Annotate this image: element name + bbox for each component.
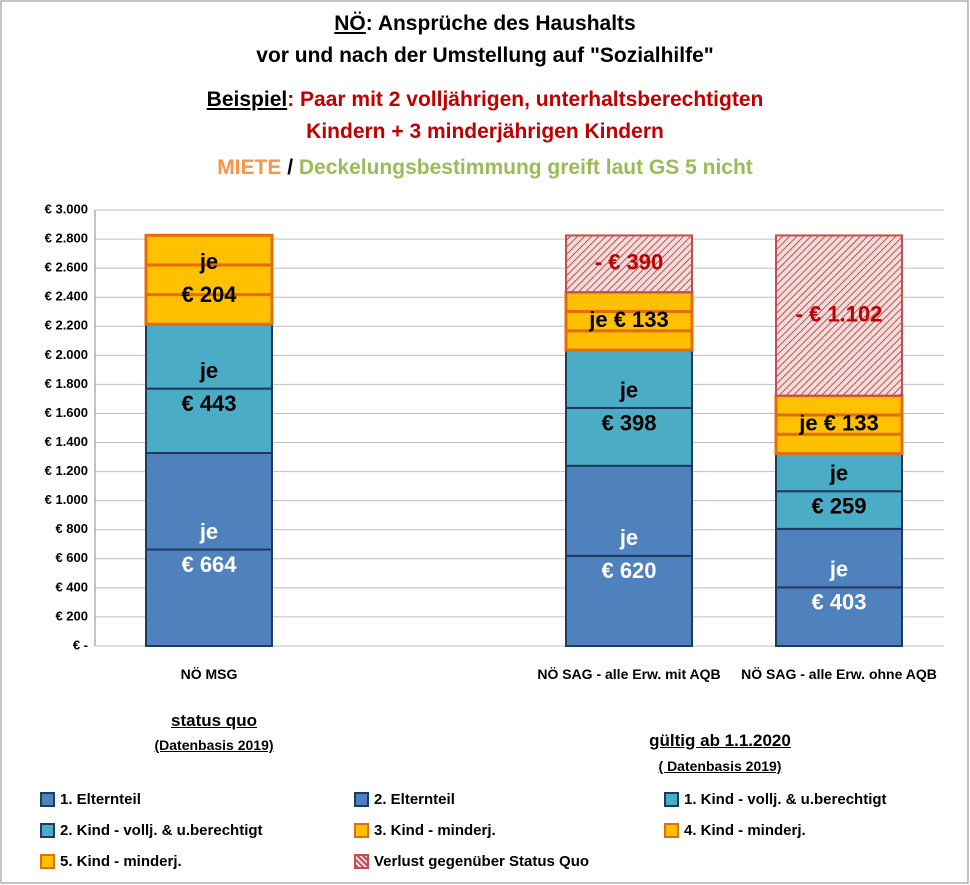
legend-swatch	[40, 823, 55, 838]
title-part: vor und nach der Umstellung auf "Sozialh…	[256, 44, 714, 67]
title-part: NÖ	[334, 12, 366, 35]
data-label: € 398	[601, 410, 656, 435]
data-label: € 403	[811, 590, 866, 615]
legend-swatch	[354, 792, 369, 807]
data-label: je	[199, 519, 218, 544]
bar-segment	[775, 586, 903, 647]
legend-label: 2. Kind - vollj. & u.berechtigt	[60, 822, 263, 839]
y-tick-label: € 800	[55, 521, 88, 536]
y-tick-label: € 400	[55, 579, 88, 594]
legend-swatch	[40, 792, 55, 807]
y-tick-label: € 2.200	[45, 318, 88, 333]
legend-label: Verlust gegenüber Status Quo	[374, 853, 590, 870]
legend-swatch	[664, 823, 679, 838]
title-part: /	[281, 156, 299, 179]
title-part: MIETE	[217, 156, 282, 179]
bar-segment	[565, 554, 693, 647]
annotation: ( Datenbasis 2019)	[658, 758, 782, 774]
y-tick-label: € 200	[55, 608, 88, 623]
data-label: € 259	[811, 494, 866, 519]
data-label: je € 133	[588, 307, 669, 332]
legend-label: 5. Kind - minderj.	[60, 853, 182, 870]
bar-segment	[145, 323, 273, 390]
annotation: (Datenbasis 2019)	[154, 737, 274, 753]
data-label: je	[619, 525, 638, 550]
bar-segment	[145, 548, 273, 647]
legend-label: 3. Kind - minderj.	[374, 822, 496, 839]
y-tick-label: € 1.800	[45, 376, 88, 391]
data-label: € 664	[181, 552, 237, 577]
legend-entry: 3. Kind - minderj.	[354, 822, 496, 839]
legend-entry: 2. Elternteil	[354, 791, 455, 808]
title-line: vor und nach der Umstellung auf "Sozialh…	[0, 44, 970, 68]
legend-label: 1. Kind - vollj. & u.berechtigt	[684, 791, 887, 808]
legend-entry: 1. Kind - vollj. & u.berechtigt	[664, 791, 887, 808]
y-tick-label: € 1.000	[45, 492, 88, 507]
title-part: Kindern + 3 minderjährigen Kindern	[306, 120, 664, 143]
bar-segment	[565, 406, 693, 467]
title-part: Deckelungsbestimmung greift laut GS 5 ni…	[298, 156, 753, 179]
data-label: € 204	[181, 282, 237, 307]
y-tick-label: € 2.400	[45, 289, 88, 304]
y-tick-label: € 1.600	[45, 405, 88, 420]
bar-segment	[145, 451, 273, 551]
y-tick-label: € -	[73, 637, 88, 652]
bar-segment	[774, 432, 904, 456]
title-part: : Ansprüche des Haushalts	[365, 12, 636, 35]
bar-segment	[564, 329, 694, 352]
data-label: je	[199, 249, 218, 274]
bar-segment	[144, 293, 274, 326]
y-tick-label: € 600	[55, 550, 88, 565]
x-tick-label: NÖ SAG - alle Erw. mit AQB	[537, 666, 721, 682]
bar-segment	[565, 234, 693, 294]
data-label: je	[829, 461, 848, 486]
legend-entry: 2. Kind - vollj. & u.berechtigt	[40, 822, 263, 839]
annotation: status quo	[171, 711, 257, 730]
legend-swatch	[354, 854, 369, 869]
legend-entry: 5. Kind - minderj.	[40, 853, 182, 870]
y-tick-label: € 3.000	[45, 201, 88, 216]
data-label: je € 133	[798, 410, 879, 435]
legend-label: 1. Elternteil	[60, 791, 141, 808]
y-tick-label: € 1.400	[45, 434, 88, 449]
y-tick-label: € 2.800	[45, 231, 88, 246]
data-label: je	[619, 377, 638, 402]
legend-entry: Verlust gegenüber Status Quo	[354, 853, 589, 870]
legend-label: 4. Kind - minderj.	[684, 822, 806, 839]
title-line: Beispiel: Paar mit 2 volljährigen, unter…	[0, 88, 970, 112]
bar-segment	[565, 464, 693, 557]
y-tick-label: € 1.200	[45, 463, 88, 478]
title-part: : Paar mit 2 volljährigen, unterhaltsber…	[287, 88, 764, 111]
x-tick-label: NÖ MSG	[180, 666, 238, 682]
bar-segment	[144, 263, 274, 297]
title-line: NÖ: Ansprüche des Haushalts	[0, 12, 970, 36]
data-label: € 443	[181, 391, 236, 416]
data-label: € 620	[601, 558, 656, 583]
bar-segment	[565, 349, 693, 409]
legend-swatch	[40, 854, 55, 869]
title-part: Beispiel	[206, 88, 288, 111]
legend-swatch	[354, 823, 369, 838]
legend-entry: 4. Kind - minderj.	[664, 822, 806, 839]
data-label: - € 390	[595, 250, 664, 275]
title-line: Kindern + 3 minderjährigen Kindern	[0, 120, 970, 144]
legend-entry: 1. Elternteil	[40, 791, 141, 808]
y-tick-label: € 2.600	[45, 260, 88, 275]
bar-segment	[775, 452, 903, 493]
bar-segment	[144, 233, 274, 267]
legend-swatch	[664, 792, 679, 807]
y-tick-label: € 2.000	[45, 347, 88, 362]
bar-segment	[775, 234, 903, 397]
legend-label: 2. Elternteil	[374, 791, 455, 808]
data-label: je	[199, 358, 218, 383]
data-label: je	[829, 557, 848, 582]
title-line: MIETE / Deckelungsbestimmung greift laut…	[0, 156, 970, 180]
annotation: gültig ab 1.1.2020	[649, 731, 791, 750]
x-tick-label: NÖ SAG - alle Erw. ohne AQB	[741, 666, 937, 682]
data-label: - € 1.102	[796, 301, 883, 326]
